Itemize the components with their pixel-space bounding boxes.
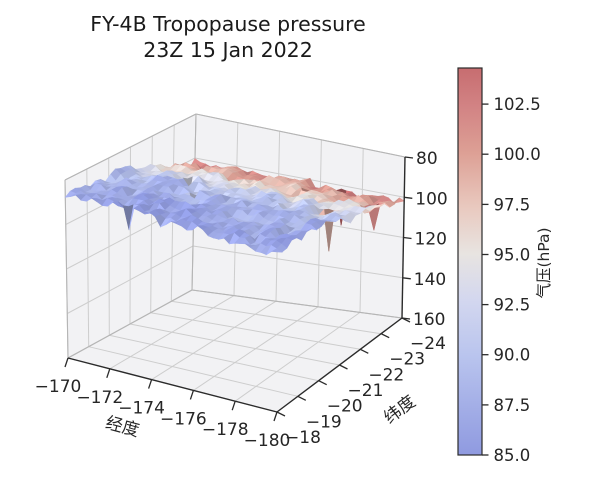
x-tick-label: −172 xyxy=(76,388,123,408)
y-tick-label: −19 xyxy=(306,412,342,432)
tick-marks xyxy=(64,156,414,422)
pane-floor xyxy=(68,290,402,412)
colorbar-tick-label: 97.5 xyxy=(494,195,531,214)
x-tick-label: −178 xyxy=(202,420,249,440)
surface-quad xyxy=(270,248,283,253)
x-tick-label: −174 xyxy=(118,399,165,419)
z-tick-label: 120 xyxy=(415,230,447,250)
y-axis-label: 纬度 xyxy=(380,392,419,428)
x-tick-label: −176 xyxy=(160,409,207,429)
y-tick-label: −21 xyxy=(348,381,384,401)
colorbar: 85.0 87.5 90.0 92.5 95.0 97.5 100.0 102.5 气压(hP… xyxy=(457,67,553,465)
colorbar-tick-label: 90.0 xyxy=(494,346,531,365)
colorbar-tick-label: 95.0 xyxy=(494,246,531,265)
y-tick-label: −20 xyxy=(327,397,363,417)
colorbar-tick-label: 102.5 xyxy=(494,95,541,114)
z-tick-label: 100 xyxy=(415,189,447,209)
plot-3d-scene xyxy=(64,113,406,413)
colorbar-tick-label: 92.5 xyxy=(494,296,531,315)
chart-title-line2: 23Z 15 Jan 2022 xyxy=(143,38,313,62)
colorbar-tick-label: 100.0 xyxy=(494,145,541,164)
colorbar-bar xyxy=(457,67,483,456)
y-tick-label: −23 xyxy=(389,350,425,370)
chart-title-line1: FY-4B Tropopause pressure xyxy=(90,12,365,36)
colorbar-tick-label: 85.0 xyxy=(494,446,531,465)
y-tick-label: −22 xyxy=(368,365,404,385)
pane-edges xyxy=(64,113,406,359)
axis-ticks: −170−172−174−176−178−180−18−19−20−21−22−… xyxy=(35,149,448,451)
colorbar-ticks: 85.0 87.5 90.0 92.5 95.0 97.5 100.0 102.5 xyxy=(482,95,541,465)
surface-mesh xyxy=(64,158,405,256)
z-tick-label: 80 xyxy=(416,149,438,169)
z-tick-label: 140 xyxy=(414,270,446,290)
x-tick-label: −180 xyxy=(244,431,291,451)
z-tick-label: 160 xyxy=(413,310,445,330)
y-tick-label: −24 xyxy=(410,334,446,354)
colorbar-label: 气压(hPa) xyxy=(535,227,553,298)
x-tick-label: −170 xyxy=(35,377,82,397)
y-tick-label: −18 xyxy=(285,428,321,448)
colorbar-tick-label: 87.5 xyxy=(494,396,531,415)
